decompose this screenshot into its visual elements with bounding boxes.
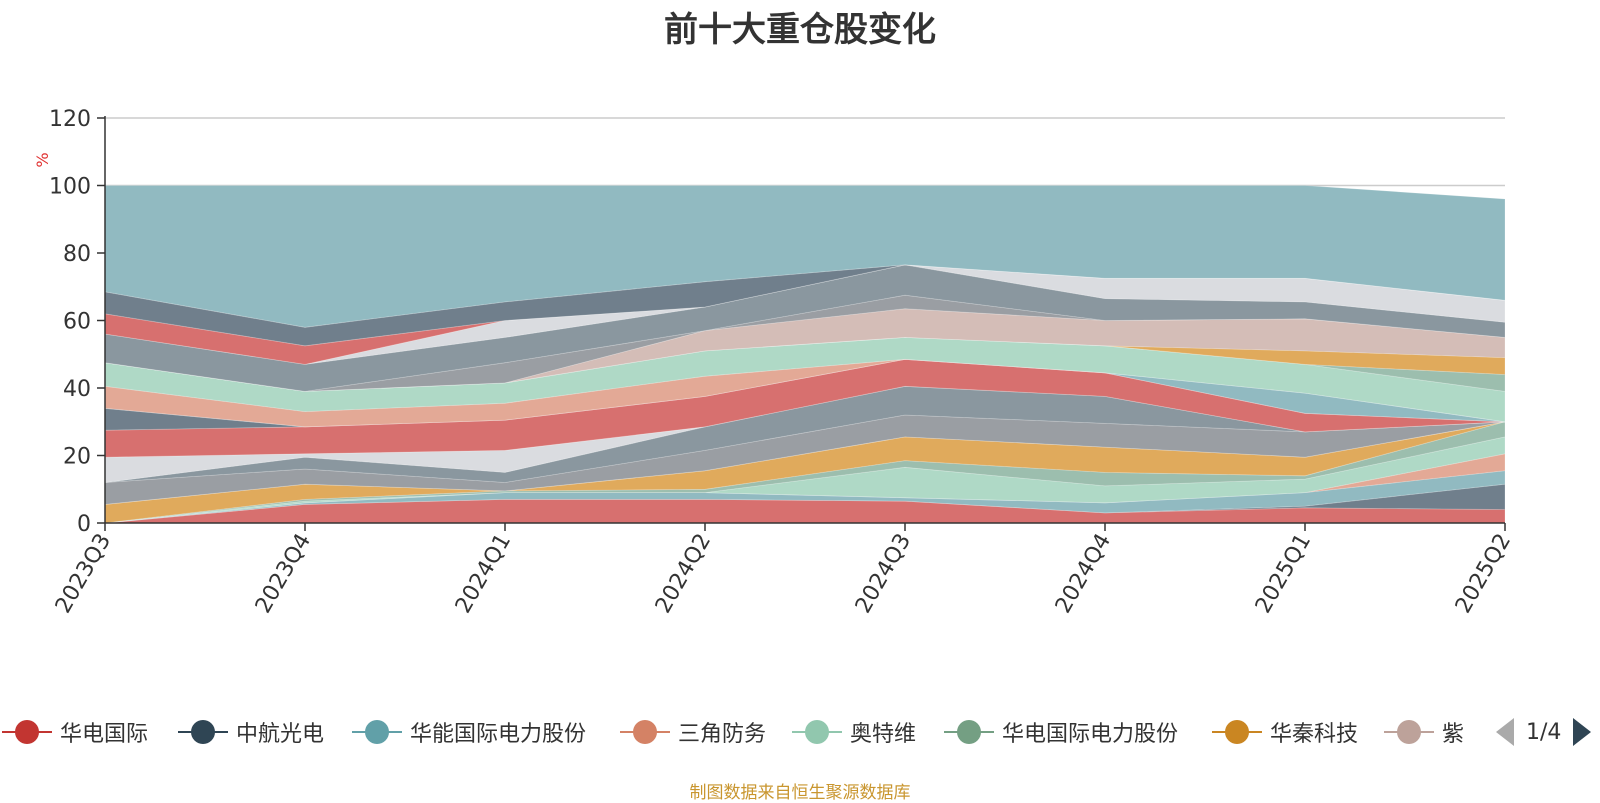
x-tick-label: 2024Q1	[451, 530, 516, 618]
previous-page-icon[interactable]	[1496, 718, 1514, 746]
area-layer-8	[104, 414, 1506, 505]
x-tick-label: 2024Q2	[651, 530, 716, 618]
y-axis-label: %	[33, 152, 52, 167]
x-tick-label: 2023Q4	[251, 530, 316, 618]
legend-item[interactable]: 三角防务	[620, 714, 766, 750]
legend-item[interactable]: 华秦科技	[1212, 714, 1358, 750]
legend-item[interactable]: 华电国际	[2, 714, 148, 750]
area-layer-15	[104, 336, 1506, 423]
y-tick-label: 80	[63, 242, 91, 267]
y-tick-label: 120	[49, 107, 91, 132]
legend-marker-icon	[1212, 720, 1262, 744]
source-note: 制图数据来自恒生聚源数据库	[689, 783, 911, 803]
y-tick-label: 60	[63, 310, 91, 335]
x-tick-label: 2024Q3	[851, 530, 916, 618]
y-tick-label: 40	[63, 377, 91, 402]
legend: 华电国际 中航光电 华能国际电力股份 三角防务 奥特维 华电国际电力股份 华秦科技 紫	[0, 714, 1490, 750]
area-layers	[104, 185, 1506, 524]
legend-item[interactable]: 中航光电	[178, 714, 324, 750]
legend-label: 奥特维	[850, 722, 917, 747]
y-tick-label: 0	[77, 512, 91, 537]
legend-marker-icon	[944, 720, 994, 744]
legend-marker-icon	[1384, 720, 1434, 744]
legend-label: 紫	[1442, 722, 1465, 747]
legend-marker-icon	[178, 720, 228, 744]
legend-label: 三角防务	[678, 722, 767, 747]
legend-marker-icon	[2, 720, 52, 744]
area-layer-5	[104, 421, 1506, 524]
legend-label: 华能国际电力股份	[410, 722, 587, 747]
y-tick-label: 100	[49, 175, 91, 200]
legend-item[interactable]: 奥特维	[792, 714, 916, 750]
area-layer-10	[104, 385, 1506, 483]
x-tick-label: 2025Q1	[1251, 530, 1316, 618]
y-tick-label: 20	[63, 445, 91, 470]
legend-pager: 1/4	[1496, 714, 1592, 750]
legend-label: 华电国际电力股份	[1002, 722, 1179, 747]
legend-marker-icon	[792, 720, 842, 744]
legend-item[interactable]: 华电国际电力股份	[944, 714, 1178, 750]
legend-label: 华电国际	[60, 722, 149, 747]
legend-item[interactable]: 紫	[1384, 714, 1464, 750]
chart-title: 前十大重仓股变化	[664, 10, 936, 50]
x-tick-label: 2025Q2	[1451, 530, 1516, 618]
legend-marker-icon	[352, 720, 402, 744]
x-tick-label: 2024Q4	[1051, 530, 1116, 618]
legend-page-indicator: 1/4	[1526, 719, 1562, 745]
legend-item[interactable]: 华能国际电力股份	[352, 714, 586, 750]
area-layer-24	[104, 185, 1506, 328]
x-tick-label: 2023Q3	[51, 530, 116, 618]
legend-label: 华秦科技	[1270, 722, 1359, 747]
legend-label: 中航光电	[236, 722, 325, 747]
legend-marker-icon	[620, 720, 670, 744]
next-page-icon[interactable]	[1573, 718, 1592, 746]
